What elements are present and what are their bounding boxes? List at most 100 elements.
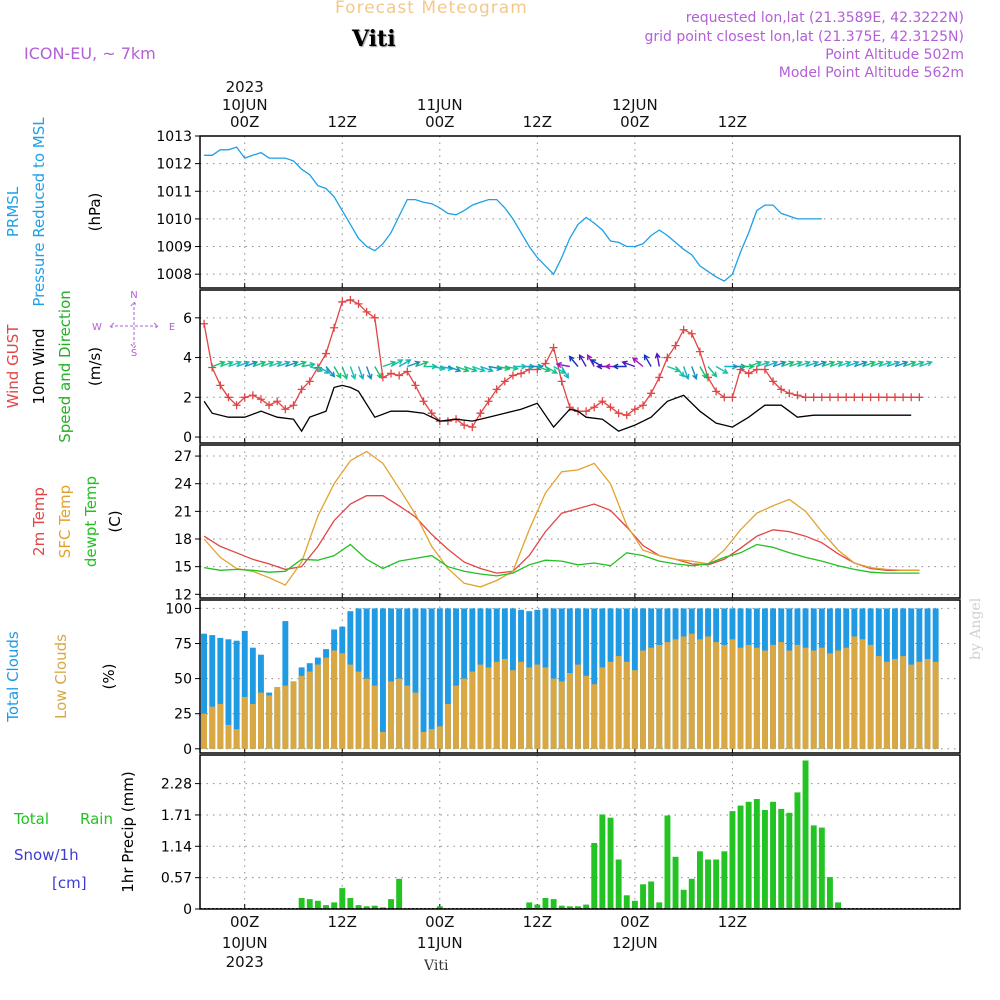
wind-arrow-25: [415, 360, 429, 368]
clouds-bar-1-84: [883, 661, 890, 749]
clouds-bar-0-5: [241, 630, 248, 749]
wind-marker-33: [468, 423, 477, 432]
wind-arrow-6: [260, 360, 275, 368]
clouds-bar-1-41: [534, 664, 541, 749]
wind-marker-82: [866, 393, 875, 402]
wind-marker-27: [419, 397, 428, 406]
wind-arrow-67: [756, 360, 771, 368]
wind-arrow-84: [894, 360, 909, 368]
precip-bar-0-23: [388, 899, 394, 909]
clouds-bar-0-0: [201, 633, 207, 749]
wind-marker-81: [858, 393, 867, 402]
wind-marker-56: [655, 373, 664, 382]
wind-marker-79: [842, 393, 851, 402]
precip-bar-0-18: [347, 898, 354, 909]
wind-marker-2: [216, 381, 225, 390]
temperature-ytick-label-4: 24: [174, 477, 192, 493]
clouds-bar-1-15: [323, 657, 329, 749]
precip-bar-0-41: [534, 904, 541, 909]
clouds-bar-1-71: [778, 642, 785, 749]
wind-arrow-19: [365, 366, 373, 381]
temperature-axis-label-3: (C): [106, 510, 124, 532]
precip-bar-0-44: [558, 905, 565, 909]
clouds-bar-1-48: [591, 684, 598, 749]
clouds-bar-0-29: [436, 608, 443, 749]
wind-series-1: [203, 384, 912, 433]
wind-arrow-12: [309, 365, 324, 373]
clouds-bar-0-23: [388, 608, 394, 749]
precip-bar-0-63: [713, 859, 720, 909]
top-time-label-3: 12Z: [523, 113, 552, 131]
clouds-bar-1-25: [404, 685, 411, 749]
wind-arrow-41: [545, 365, 558, 374]
clouds-bar-1-60: [688, 633, 695, 749]
wind-arrow-51: [612, 363, 627, 370]
wind-marker-30: [443, 417, 452, 426]
clouds-bar-1-83: [875, 656, 882, 749]
wind-marker-51: [614, 409, 623, 418]
bottom-time-label-1: 12Z: [328, 913, 357, 931]
clouds-bar-1-47: [583, 675, 590, 749]
clouds-bar-1-13: [306, 671, 313, 749]
clouds-bar-1-69: [762, 650, 768, 749]
wind-marker-43: [549, 343, 558, 352]
wind-marker-72: [785, 389, 794, 398]
wind-ytick-label-2: 4: [183, 351, 192, 367]
wind-marker-61: [695, 347, 704, 356]
wind-arrow-69: [772, 360, 787, 368]
wind-arrow-30: [455, 365, 470, 373]
compass-s: S: [131, 348, 137, 359]
wind-marker-53: [630, 405, 639, 414]
clouds-bar-1-46: [575, 664, 581, 749]
wind-marker-36: [492, 385, 501, 394]
compass-rose: N S W E: [92, 290, 175, 359]
wind-arrow-10: [293, 360, 308, 368]
temperature-panel: 12 15 18 21 24 27 2m Temp SFC Temp dewpt Temp (C): [30, 444, 961, 603]
wind-marker-57: [663, 353, 672, 362]
clouds-bar-1-10: [282, 685, 289, 749]
grid-point-coords: grid point closest lon,lat (21.375E, 42.…: [644, 29, 964, 45]
clouds-bar-1-39: [518, 661, 524, 749]
clouds-bar-1-43: [550, 678, 557, 749]
wind-marker-25: [403, 367, 412, 376]
clouds-bar-0-21: [371, 608, 378, 749]
clouds-bar-1-52: [623, 661, 630, 749]
model-altitude: Model Point Altitude 562m: [778, 65, 964, 81]
temperature-ytick-label-5: 27: [174, 449, 192, 465]
wind-marker-59: [679, 325, 688, 334]
wind-arrow-52: [621, 360, 636, 368]
wind-marker-32: [460, 421, 469, 430]
wind-marker-17: [338, 297, 347, 306]
precip-bar-0-16: [331, 902, 338, 909]
station-name: Viti: [352, 26, 396, 52]
clouds-bar-1-2: [217, 703, 224, 749]
precip-bar-0-29: [436, 906, 443, 910]
clouds-bar-1-16: [331, 650, 338, 749]
clouds-ytick-label-2: 50: [174, 672, 192, 688]
wind-axis-label-3: (m/s): [86, 347, 104, 386]
wind-arrow-76: [829, 360, 844, 368]
temperature-ytick-label-2: 18: [174, 532, 192, 548]
wind-arrow-29: [447, 365, 462, 373]
clouds-bar-1-22: [380, 731, 386, 749]
wind-arrow-80: [862, 360, 877, 368]
wind-marker-23: [387, 369, 396, 378]
temperature-ytick-label-3: 21: [174, 504, 192, 520]
precip-bar-0-14: [314, 900, 321, 910]
clouds-bar-1-27: [420, 731, 427, 749]
wind-marker-21: [370, 313, 379, 322]
clouds-bar-1-55: [648, 647, 655, 749]
precip-bar-0-76: [818, 827, 825, 909]
compass-w: W: [92, 322, 102, 333]
wind-marker-70: [769, 377, 778, 386]
wind-arrow-70: [780, 360, 795, 368]
clouds-bar-0-30: [445, 608, 451, 749]
clouds-bar-1-28: [428, 729, 435, 749]
clouds-bar-0-3: [225, 639, 232, 749]
wind-arrow-23: [398, 359, 412, 368]
wind-marker-85: [890, 393, 899, 402]
pressure-axis-label-2: (hPa): [86, 193, 104, 232]
wind-arrow-75: [821, 360, 836, 368]
clouds-bar-1-23: [388, 681, 394, 749]
top-date-label-0: 10JUN: [222, 96, 268, 114]
